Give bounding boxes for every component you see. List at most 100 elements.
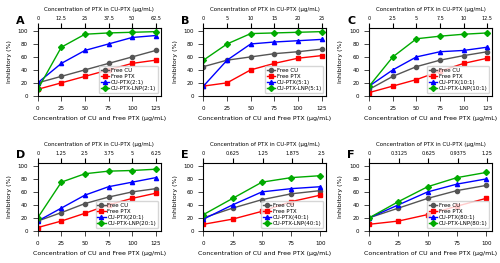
Line: Free PTX: Free PTX bbox=[202, 193, 322, 226]
Free CU bbox=[106, 195, 112, 199]
Free PTX bbox=[153, 192, 159, 195]
CU-PTX-LNP(40:1) bbox=[200, 213, 206, 216]
Free CU bbox=[58, 211, 64, 214]
Free PTX bbox=[390, 84, 396, 88]
Free CU bbox=[390, 75, 396, 78]
Free PTX bbox=[58, 81, 64, 84]
CU-PTX-LNP(2:1) bbox=[34, 88, 40, 91]
Line: CU-PTX-LNP(80:1): CU-PTX-LNP(80:1) bbox=[367, 170, 488, 220]
Free PTX bbox=[248, 68, 254, 72]
CU-PTX-LNP(40:1) bbox=[259, 181, 265, 184]
X-axis label: Concentration of PTX in CU-PTX (μg/mL): Concentration of PTX in CU-PTX (μg/mL) bbox=[210, 142, 320, 147]
X-axis label: Concentration of CU and Free PTX (μg/mL): Concentration of CU and Free PTX (μg/mL) bbox=[198, 116, 332, 121]
Line: CU-PTX(20:1): CU-PTX(20:1) bbox=[36, 175, 158, 223]
Line: Free CU: Free CU bbox=[36, 48, 158, 85]
Line: CU-PTX(40:1): CU-PTX(40:1) bbox=[202, 185, 322, 221]
CU-PTX-LNP(20:1) bbox=[106, 170, 112, 173]
Legend: Free CU, Free PTX, CU-PTX(80:1), CU-PTX-LNP(80:1): Free CU, Free PTX, CU-PTX(80:1), CU-PTX-… bbox=[427, 201, 489, 228]
CU-PTX-LNP(2:1) bbox=[106, 31, 112, 34]
Free CU bbox=[248, 55, 254, 58]
CU-PTX-LNP(80:1) bbox=[366, 216, 372, 219]
Legend: Free CU, Free PTX, CU-PTX(10:1), CU-PTX-LNP(10:1): Free CU, Free PTX, CU-PTX(10:1), CU-PTX-… bbox=[427, 66, 489, 93]
Line: CU-PTX(2:1): CU-PTX(2:1) bbox=[36, 33, 158, 85]
Free CU bbox=[58, 75, 64, 78]
Line: CU-PTX-LNP(20:1): CU-PTX-LNP(20:1) bbox=[36, 167, 158, 220]
CU-PTX-LNP(10:1) bbox=[390, 55, 396, 58]
CU-PTX(20:1) bbox=[106, 185, 112, 188]
CU-PTX(40:1) bbox=[230, 203, 235, 206]
Text: B: B bbox=[182, 16, 190, 26]
Free PTX bbox=[366, 223, 372, 226]
Line: CU-PTX-LNP(40:1): CU-PTX-LNP(40:1) bbox=[202, 174, 322, 217]
X-axis label: Concentration of CU and Free PTX (μg/mL): Concentration of CU and Free PTX (μg/mL) bbox=[364, 251, 497, 256]
Free PTX bbox=[200, 84, 206, 88]
CU-PTX-LNP(5:1) bbox=[295, 31, 301, 34]
Y-axis label: Inhibitory (%): Inhibitory (%) bbox=[172, 175, 178, 218]
Line: Free PTX: Free PTX bbox=[202, 54, 324, 88]
CU-PTX(2:1) bbox=[129, 36, 135, 39]
Free PTX bbox=[34, 88, 40, 91]
Free PTX bbox=[484, 57, 490, 60]
CU-PTX-LNP(2:1) bbox=[153, 30, 159, 33]
Free PTX bbox=[230, 218, 235, 221]
Free PTX bbox=[396, 220, 402, 223]
Free PTX bbox=[82, 212, 88, 215]
Free CU bbox=[454, 189, 460, 192]
Free CU bbox=[484, 50, 490, 53]
Free CU bbox=[153, 187, 159, 190]
CU-PTX-LNP(10:1) bbox=[366, 84, 372, 88]
CU-PTX(80:1) bbox=[424, 190, 430, 194]
Line: CU-PTX(80:1): CU-PTX(80:1) bbox=[367, 177, 488, 220]
Free PTX bbox=[424, 213, 430, 216]
CU-PTX(40:1) bbox=[200, 218, 206, 221]
CU-PTX-LNP(5:1) bbox=[272, 31, 278, 34]
Free PTX bbox=[288, 200, 294, 203]
CU-PTX(20:1) bbox=[129, 181, 135, 184]
Legend: Free CU, Free PTX, CU-PTX(20:1), CU-PTX-LNP(20:1): Free CU, Free PTX, CU-PTX(20:1), CU-PTX-… bbox=[96, 201, 158, 228]
CU-PTX(2:1) bbox=[34, 81, 40, 84]
Line: Free CU: Free CU bbox=[202, 189, 322, 220]
Free CU bbox=[366, 216, 372, 219]
Line: CU-PTX-LNP(10:1): CU-PTX-LNP(10:1) bbox=[367, 31, 490, 88]
Free PTX bbox=[82, 75, 88, 78]
Line: Free PTX: Free PTX bbox=[367, 56, 490, 95]
CU-PTX(10:1) bbox=[390, 68, 396, 72]
Free PTX bbox=[34, 226, 40, 229]
Free PTX bbox=[58, 220, 64, 223]
X-axis label: Concentration of PTX in CU-PTX (μg/mL): Concentration of PTX in CU-PTX (μg/mL) bbox=[210, 7, 320, 12]
CU-PTX-LNP(10:1) bbox=[414, 37, 420, 40]
Free CU bbox=[483, 184, 489, 187]
Free CU bbox=[424, 197, 430, 200]
Free PTX bbox=[106, 68, 112, 72]
X-axis label: Concentration of CU and Free PTX (μg/mL): Concentration of CU and Free PTX (μg/mL) bbox=[364, 116, 497, 121]
CU-PTX-LNP(40:1) bbox=[288, 176, 294, 179]
Free CU bbox=[82, 202, 88, 205]
Free CU bbox=[34, 81, 40, 84]
Line: Free PTX: Free PTX bbox=[36, 58, 158, 92]
CU-PTX-LNP(40:1) bbox=[318, 174, 324, 177]
Free PTX bbox=[414, 78, 420, 81]
Free CU bbox=[366, 88, 372, 91]
CU-PTX(5:1) bbox=[295, 39, 301, 42]
CU-PTX(10:1) bbox=[437, 50, 443, 53]
CU-PTX-LNP(2:1) bbox=[129, 31, 135, 34]
CU-PTX(10:1) bbox=[484, 45, 490, 49]
Y-axis label: Inhibitory (%): Inhibitory (%) bbox=[338, 40, 344, 83]
X-axis label: Concentration of CU and Free PTX (μg/mL): Concentration of CU and Free PTX (μg/mL) bbox=[198, 251, 332, 256]
Free PTX bbox=[106, 203, 112, 206]
Free PTX bbox=[259, 210, 265, 213]
X-axis label: Concentration of CU and Free PTX (μg/mL): Concentration of CU and Free PTX (μg/mL) bbox=[32, 251, 166, 256]
Text: C: C bbox=[347, 16, 355, 26]
CU-PTX-LNP(80:1) bbox=[454, 176, 460, 179]
CU-PTX-LNP(10:1) bbox=[484, 31, 490, 34]
Free CU bbox=[396, 206, 402, 210]
CU-PTX(2:1) bbox=[82, 49, 88, 52]
Text: D: D bbox=[16, 150, 25, 160]
Line: CU-PTX(10:1): CU-PTX(10:1) bbox=[367, 45, 490, 88]
X-axis label: Concentration of PTX in CU-PTX (μg/mL): Concentration of PTX in CU-PTX (μg/mL) bbox=[376, 7, 486, 12]
X-axis label: Concentration of PTX in CU-PTX (μg/mL): Concentration of PTX in CU-PTX (μg/mL) bbox=[376, 142, 486, 147]
CU-PTX(5:1) bbox=[318, 38, 324, 41]
CU-PTX-LNP(10:1) bbox=[437, 35, 443, 38]
Free PTX bbox=[129, 197, 135, 200]
Y-axis label: Inhibitory (%): Inhibitory (%) bbox=[172, 40, 178, 83]
